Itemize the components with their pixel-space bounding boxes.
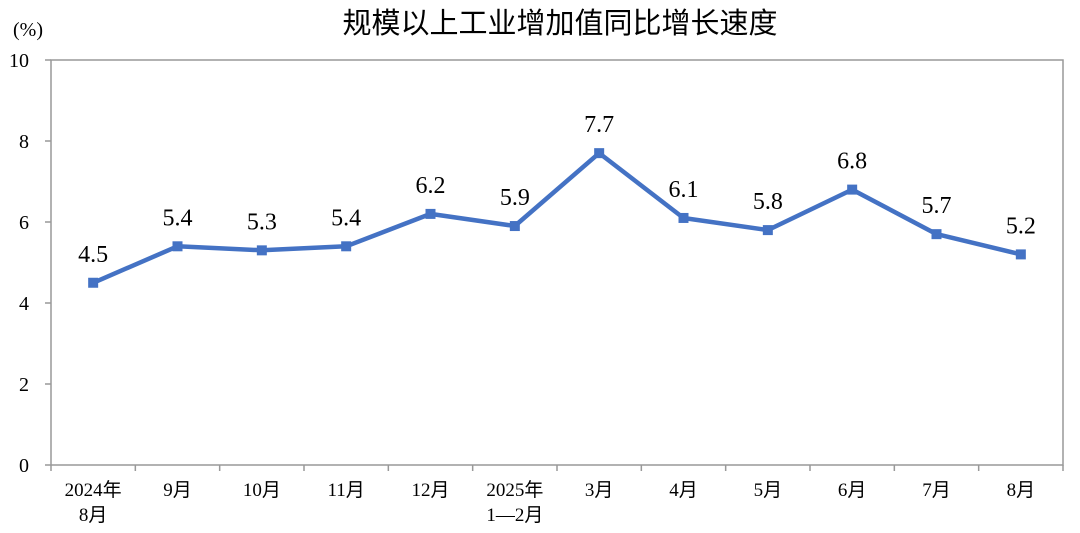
y-tick-label: 8 [19,131,29,153]
data-point-marker [341,241,352,252]
data-point-marker [1015,249,1026,260]
y-axis: 0 2 4 6 8 10 [9,50,51,477]
x-tick-label: 4月 [669,480,698,501]
y-tick-label: 4 [19,293,29,315]
x-tick-label: 5月 [754,480,783,501]
y-tick-label: 2 [19,374,29,396]
data-label: 4.5 [78,242,108,268]
data-label: 5.4 [331,205,361,231]
data-label: 6.1 [669,177,699,203]
x-tick-label: 10月 [243,480,281,501]
x-tick-label: 2024年 [65,479,122,501]
y-tick-label: 6 [19,212,29,234]
y-axis-unit: (%) [13,19,43,41]
data-point-marker [762,225,773,236]
x-tick-label: 11月 [328,480,365,501]
data-point-marker [425,208,436,219]
data-point-marker [678,212,689,223]
x-tick-label: 9月 [163,480,192,501]
x-tick-label: 12月 [411,480,449,501]
data-label: 5.4 [163,205,193,231]
series-polyline [90,150,1024,286]
series-line [88,148,1026,288]
data-labels: 4.5 5.4 5.3 5.4 6.2 5.9 7.7 6.1 5.8 6.8 5.7 5.2 [78,112,1036,268]
x-axis: 2024年 8月 9月 10月 11月 12月 2025年 1—2月 3月 4月 5月 6月 7月 8月 [50,465,1064,526]
y-tick-label: 10 [9,50,29,72]
x-tick-label: 2025年 [486,479,543,501]
data-label: 6.8 [837,149,867,175]
data-point-marker [931,229,942,240]
data-label: 5.7 [922,193,952,219]
data-point-marker [594,148,605,159]
data-label: 5.9 [500,185,530,211]
data-label: 5.2 [1006,213,1036,239]
x-tick-label: 7月 [922,480,951,501]
x-tick-label: 8月 [79,505,108,526]
x-tick-label: 8月 [1007,480,1036,501]
data-point-marker [88,277,99,288]
data-point-marker [172,241,183,252]
chart-title: 规模以上工业增加值同比增长速度 [342,6,777,40]
data-label: 7.7 [584,112,614,138]
x-tick-label: 1—2月 [486,505,543,526]
x-tick-label: 6月 [838,480,867,501]
data-point-marker [256,245,267,256]
data-label: 5.8 [753,189,783,215]
x-tick-label: 3月 [585,480,614,501]
data-label: 5.3 [247,209,277,235]
data-point-marker [847,184,858,195]
plot-frame [50,59,1064,466]
y-tick-label: 0 [19,455,29,477]
data-point-marker [509,221,520,232]
data-label: 6.2 [416,173,446,199]
